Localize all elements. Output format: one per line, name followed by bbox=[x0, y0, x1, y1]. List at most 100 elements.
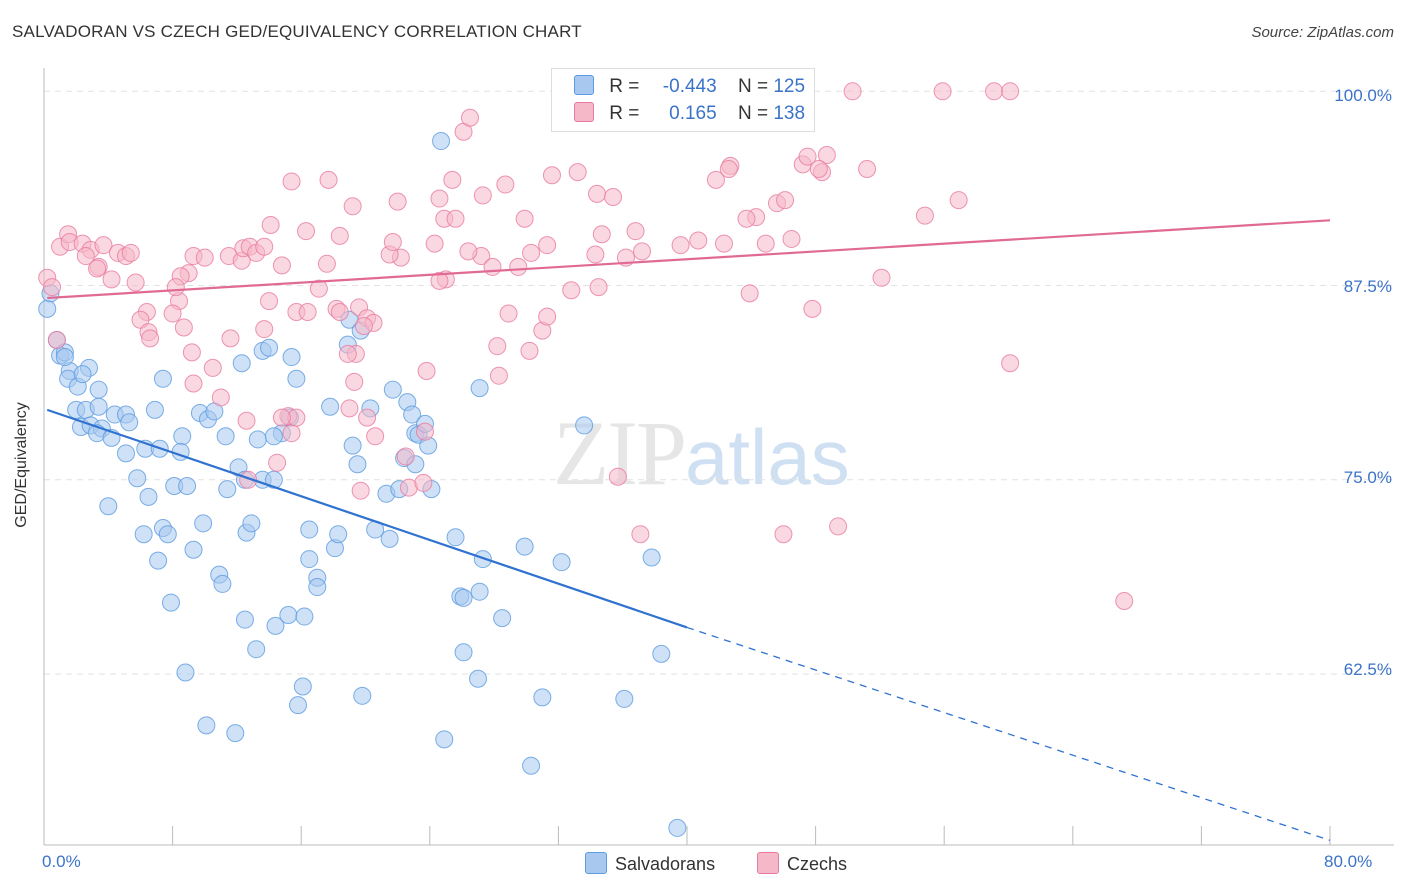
salvadorans-point bbox=[128, 469, 147, 488]
salvadorans-point bbox=[197, 716, 216, 735]
bottom-legend-swatch bbox=[757, 852, 779, 874]
salvadorans-point bbox=[515, 537, 534, 556]
czechs-point bbox=[562, 281, 581, 300]
czechs-point bbox=[515, 209, 534, 228]
czechs-point bbox=[809, 160, 828, 179]
x-tick-label-max: 80.0% bbox=[1324, 852, 1373, 871]
salvadorans-point bbox=[343, 436, 362, 455]
salvadorans-point bbox=[184, 540, 203, 559]
czechs-point bbox=[460, 108, 479, 127]
salvadorans-point bbox=[73, 365, 92, 384]
salvadorans-point bbox=[575, 416, 594, 435]
czechs-point bbox=[282, 424, 301, 443]
czechs-trend-line bbox=[47, 219, 1331, 300]
bottom-legend-czechs: Czechs bbox=[757, 852, 847, 875]
salvadorans-point bbox=[55, 348, 74, 367]
czechs-point bbox=[483, 257, 502, 276]
czechs-point bbox=[417, 362, 436, 381]
czechs-point bbox=[282, 172, 301, 191]
czechs-point bbox=[798, 147, 817, 166]
czechs-point bbox=[496, 175, 515, 194]
watermark: ZIPatlas bbox=[553, 400, 850, 506]
x-tick-label-min: 0.0% bbox=[42, 852, 81, 871]
salvadorans-point bbox=[216, 427, 235, 446]
czechs-point bbox=[488, 337, 507, 356]
czechs-point bbox=[102, 270, 121, 289]
czechs-point bbox=[272, 408, 291, 427]
salvadorans-point bbox=[120, 413, 139, 432]
salvadorans-point bbox=[287, 369, 306, 388]
czechs-point bbox=[520, 341, 539, 360]
salvadorans-point bbox=[348, 455, 367, 474]
czechs-point bbox=[330, 226, 349, 245]
salvadorans-point bbox=[403, 405, 422, 424]
czechs-point bbox=[689, 231, 708, 250]
watermark-atlas: atlas bbox=[685, 413, 850, 501]
czechs-point bbox=[915, 206, 934, 225]
legend-n-value: 125 bbox=[773, 76, 806, 97]
czechs-point bbox=[298, 302, 317, 321]
czechs-point bbox=[255, 237, 274, 256]
salvadorans-point bbox=[432, 132, 451, 151]
salvadorans-point bbox=[454, 588, 473, 607]
chart-title: SALVADORAN VS CZECH GED/EQUIVALENCY CORR… bbox=[12, 22, 582, 41]
salvadorans-point bbox=[145, 400, 164, 419]
czechs-point bbox=[317, 254, 336, 273]
bottom-legend-swatch bbox=[585, 852, 607, 874]
salvadorans-point bbox=[260, 338, 279, 357]
czechs-point bbox=[94, 236, 113, 255]
salvadorans-point bbox=[288, 696, 307, 715]
salvadorans-point bbox=[615, 689, 634, 708]
czechs-point bbox=[459, 242, 478, 261]
salvadorans-point bbox=[89, 397, 108, 416]
bottom-legend-label: Czechs bbox=[787, 854, 848, 874]
salvadorans-point bbox=[282, 348, 301, 367]
salvadorans-point bbox=[552, 553, 571, 572]
czechs-point bbox=[330, 302, 349, 321]
czechs-point bbox=[706, 170, 725, 189]
salvadorans-point bbox=[446, 528, 465, 547]
czechs-point bbox=[126, 273, 145, 292]
y-tick-label: 100.0% bbox=[1334, 86, 1392, 105]
salvadorans-point bbox=[38, 299, 57, 318]
czechs-point bbox=[383, 233, 402, 252]
czechs-point bbox=[354, 316, 373, 335]
czechs-point bbox=[714, 234, 733, 253]
czechs-point bbox=[985, 82, 1004, 101]
czechs-point bbox=[261, 215, 280, 234]
czechs-point bbox=[473, 186, 492, 205]
salvadorans-point bbox=[232, 354, 251, 373]
czechs-point bbox=[211, 388, 230, 407]
czechs-point bbox=[297, 222, 316, 241]
czechs-point bbox=[1001, 354, 1020, 373]
salvadorans-point bbox=[469, 669, 488, 688]
salvadorans-point bbox=[248, 430, 267, 449]
czechs-point bbox=[351, 481, 370, 500]
czechs-point bbox=[776, 191, 795, 210]
czechs-point bbox=[872, 268, 891, 287]
czechs-point bbox=[76, 247, 95, 266]
legend-row-czechs: R = 0.165 N = 138 bbox=[574, 102, 805, 128]
czechs-point bbox=[388, 192, 407, 211]
salvadorans-point bbox=[300, 520, 319, 539]
czechs-point bbox=[260, 292, 279, 311]
salvadorans-point bbox=[300, 550, 319, 569]
czechs-point bbox=[499, 304, 518, 323]
salvadorans-point bbox=[153, 369, 172, 388]
salvadorans-point bbox=[158, 525, 177, 544]
salvadorans-point bbox=[247, 640, 266, 659]
czechs-point bbox=[239, 470, 258, 489]
czechs-point bbox=[340, 399, 359, 418]
czechs-point bbox=[587, 184, 606, 203]
czechs-point bbox=[756, 234, 775, 253]
legend-n-value: 138 bbox=[773, 103, 806, 124]
czechs-point bbox=[608, 467, 627, 486]
czechs-point bbox=[538, 307, 557, 326]
salvadorans-point bbox=[264, 470, 283, 489]
legend-r-value: 0.165 bbox=[669, 103, 717, 124]
czechs-point bbox=[174, 318, 193, 337]
czechs-point bbox=[358, 408, 377, 427]
czechs-point bbox=[319, 170, 338, 189]
salvadorans-trend-line bbox=[46, 408, 688, 629]
